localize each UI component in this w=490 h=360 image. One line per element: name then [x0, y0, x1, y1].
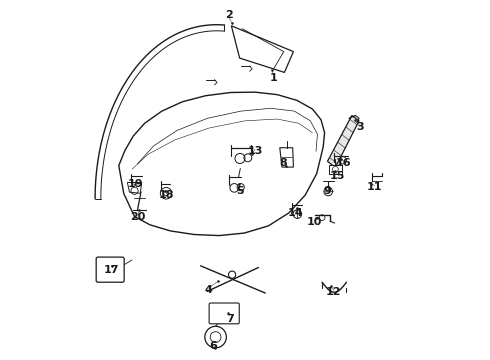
Text: 1: 1	[270, 73, 277, 83]
Text: 16: 16	[336, 158, 352, 168]
Text: 15: 15	[330, 171, 345, 181]
Text: 9: 9	[323, 186, 331, 197]
Polygon shape	[216, 308, 238, 320]
Text: 13: 13	[247, 145, 263, 156]
Text: 18: 18	[159, 190, 174, 200]
Text: 8: 8	[280, 158, 288, 168]
Text: 2: 2	[225, 10, 233, 20]
Text: 4: 4	[204, 285, 212, 296]
FancyBboxPatch shape	[209, 303, 239, 324]
Text: 17: 17	[104, 265, 120, 275]
Text: 14: 14	[288, 208, 303, 218]
Text: 19: 19	[128, 179, 144, 189]
Text: 12: 12	[326, 287, 342, 297]
Text: 7: 7	[226, 314, 234, 324]
Text: 11: 11	[367, 182, 383, 192]
Text: 6: 6	[209, 341, 217, 351]
Polygon shape	[327, 116, 359, 167]
Text: 10: 10	[307, 217, 322, 227]
Text: 3: 3	[356, 122, 364, 132]
Polygon shape	[329, 165, 342, 174]
Text: 5: 5	[236, 186, 244, 197]
FancyBboxPatch shape	[96, 257, 124, 282]
Text: 20: 20	[130, 212, 146, 221]
